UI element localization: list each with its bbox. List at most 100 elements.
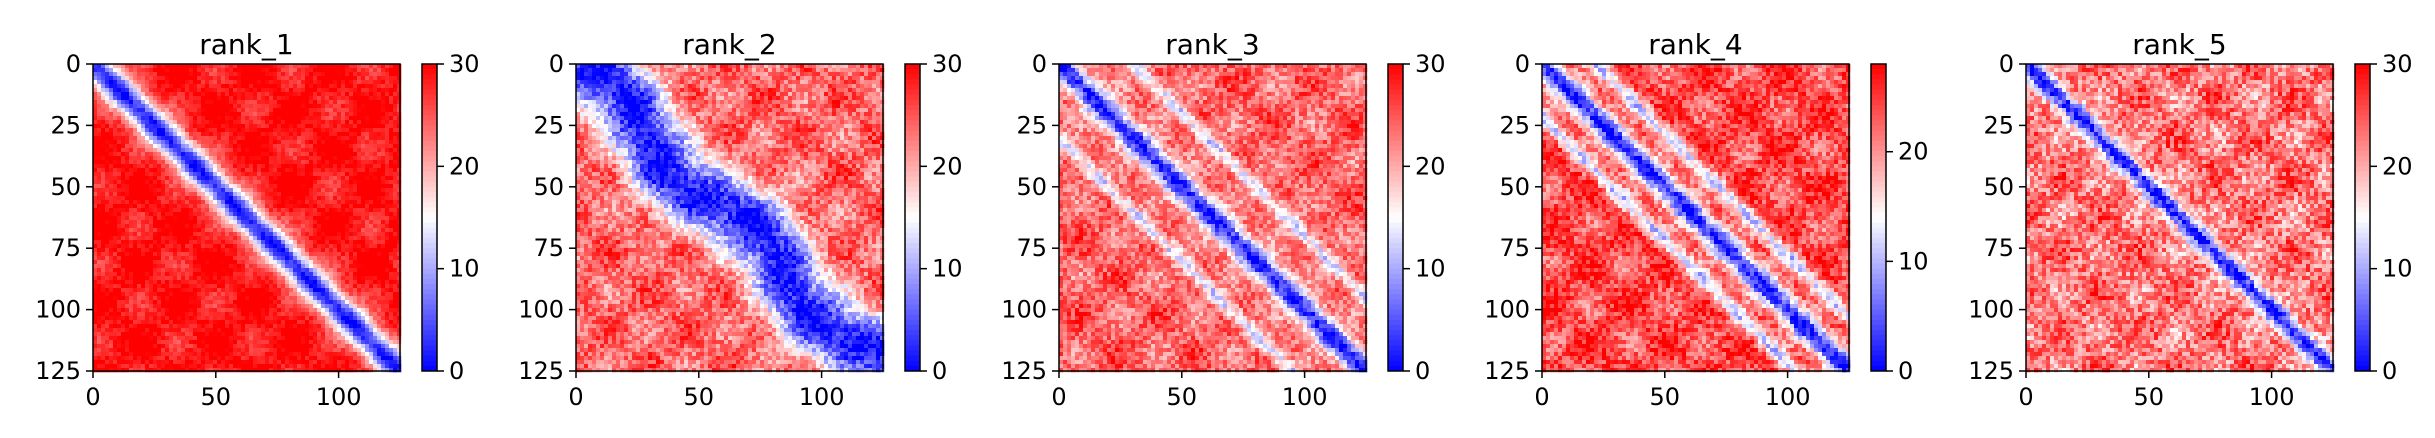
heatmap-cell: [137, 116, 142, 121]
heatmap-cell: [381, 240, 386, 245]
heatmap-cell: [309, 104, 314, 109]
heatmap-cell: [325, 132, 330, 137]
heatmap-cell: [125, 236, 130, 241]
heatmap-cell: [225, 300, 230, 305]
heatmap-cell: [101, 164, 106, 169]
heatmap-cell: [109, 244, 114, 249]
heatmap-cell: [205, 72, 210, 77]
heatmap-cell: [153, 116, 158, 121]
heatmap-cell: [193, 228, 198, 233]
heatmap-cell: [221, 280, 226, 285]
heatmap-cell: [169, 144, 174, 149]
heatmap-cell: [373, 176, 378, 181]
heatmap-cell: [133, 80, 138, 85]
heatmap-cell: [153, 292, 158, 297]
heatmap-cell: [113, 256, 118, 261]
heatmap-cell: [133, 88, 138, 93]
heatmap-cell: [169, 240, 174, 245]
heatmap-cell: [389, 160, 394, 165]
heatmap-cell: [173, 160, 178, 165]
heatmap-cell: [177, 112, 182, 117]
heatmap-cell: [109, 140, 114, 145]
heatmap-cell: [145, 248, 150, 253]
heatmap-cell: [113, 144, 118, 149]
heatmap-cell: [317, 192, 322, 197]
heatmap-cell: [105, 240, 110, 245]
heatmap-cell: [169, 68, 174, 73]
heatmap-cell: [137, 208, 142, 213]
heatmap-cell: [265, 196, 270, 201]
heatmap-cell: [105, 80, 110, 85]
heatmap-cell: [377, 220, 382, 225]
heatmap-cell: [353, 88, 358, 93]
heatmap-cell: [229, 132, 234, 137]
heatmap-cell: [209, 176, 214, 181]
heatmap-cell: [281, 280, 286, 285]
heatmap-cell: [109, 196, 114, 201]
heatmap-cell: [301, 104, 306, 109]
heatmap-cell: [105, 264, 110, 269]
heatmap-cell: [233, 76, 238, 81]
heatmap-cell: [169, 272, 174, 277]
heatmap-cell: [213, 160, 218, 165]
heatmap-cell: [209, 124, 214, 129]
heatmap-cell: [97, 180, 102, 185]
heatmap-cell: [377, 164, 382, 169]
heatmap-cell: [149, 152, 154, 157]
heatmap-cell: [141, 172, 146, 177]
heatmap-cell: [325, 196, 330, 201]
heatmap-cell: [217, 296, 222, 301]
heatmap-cell: [97, 276, 102, 281]
heatmap-cell: [165, 124, 170, 129]
heatmap-cell: [245, 172, 250, 177]
heatmap-cell: [297, 220, 302, 225]
heatmap-cell: [97, 156, 102, 161]
heatmap-cell: [93, 292, 98, 297]
heatmap-cell: [313, 192, 318, 197]
heatmap-cell: [393, 284, 398, 289]
heatmap-cell: [325, 272, 330, 277]
heatmap-cell: [237, 92, 242, 97]
heatmap-cell: [393, 304, 398, 309]
heatmap-cell: [161, 312, 166, 317]
heatmap-cell: [273, 292, 278, 297]
heatmap-cell: [333, 140, 338, 145]
heatmap-cell: [169, 284, 174, 289]
heatmap-cell: [201, 200, 206, 205]
heatmap-cell: [101, 136, 106, 141]
heatmap-cell: [297, 140, 302, 145]
heatmap-cell: [161, 180, 166, 185]
heatmap-cell: [193, 168, 198, 173]
heatmap-cell: [357, 88, 362, 93]
heatmap-cell: [281, 248, 286, 253]
heatmap-cell: [129, 308, 134, 313]
heatmap-cell: [233, 228, 238, 233]
heatmap-cell: [241, 152, 246, 157]
heatmap-cell: [293, 120, 298, 125]
heatmap-cell: [189, 208, 194, 213]
heatmap-cell: [149, 160, 154, 165]
heatmap-cell: [377, 256, 382, 261]
heatmap-cell: [369, 256, 374, 261]
heatmap-cell: [297, 176, 302, 181]
heatmap-cell: [121, 244, 126, 249]
heatmap-cell: [349, 288, 354, 293]
heatmap-cell: [193, 80, 198, 85]
heatmap-cell: [197, 192, 202, 197]
heatmap-cell: [325, 176, 330, 181]
heatmap-cell: [257, 88, 262, 93]
heatmap-cell: [173, 300, 178, 305]
heatmap-cell: [285, 164, 290, 169]
heatmap-cell: [129, 132, 134, 137]
heatmap-cell: [309, 320, 314, 325]
heatmap-cell: [205, 256, 210, 261]
heatmap-cell: [233, 312, 238, 317]
heatmap-cell: [277, 192, 282, 197]
heatmap-cell: [297, 272, 302, 277]
heatmap-cell: [161, 136, 166, 141]
heatmap-cell: [221, 168, 226, 173]
heatmap-cell: [237, 124, 242, 129]
heatmap-cell: [397, 112, 402, 117]
heatmap-cell: [389, 292, 394, 297]
heatmap-cell: [377, 148, 382, 153]
